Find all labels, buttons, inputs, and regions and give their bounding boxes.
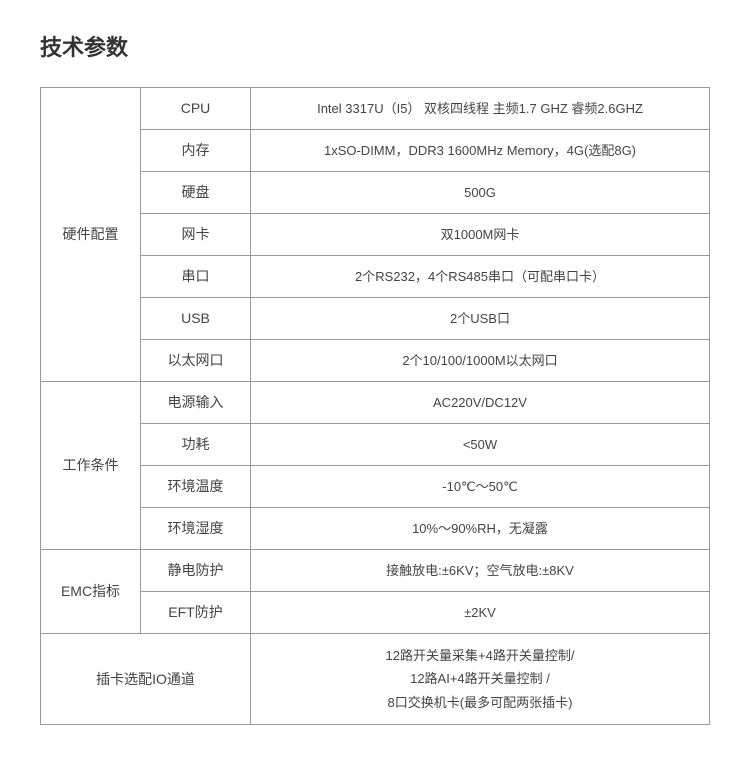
param-value: 2个10/100/1000M以太网口 bbox=[251, 340, 710, 382]
table-row: EFT防护 ±2KV bbox=[41, 592, 710, 634]
table-row: EMC指标 静电防护 接触放电:±6KV；空气放电:±8KV bbox=[41, 550, 710, 592]
io-line3: 8口交换机卡(最多可配两张插卡) bbox=[388, 695, 573, 710]
table-row: 网卡 双1000M网卡 bbox=[41, 214, 710, 256]
table-row: 硬件配置 CPU Intel 3317U（I5） 双核四线程 主频1.7 GHZ… bbox=[41, 88, 710, 130]
param-label: 环境温度 bbox=[141, 466, 251, 508]
param-label: 内存 bbox=[141, 130, 251, 172]
table-row: 功耗 <50W bbox=[41, 424, 710, 466]
group-io: 插卡选配IO通道 bbox=[41, 634, 251, 725]
param-value: -10℃～50℃ bbox=[251, 466, 710, 508]
table-row: 串口 2个RS232，4个RS485串口（可配串口卡） bbox=[41, 256, 710, 298]
param-label: 硬盘 bbox=[141, 172, 251, 214]
param-label: EFT防护 bbox=[141, 592, 251, 634]
param-label: 网卡 bbox=[141, 214, 251, 256]
param-value: 500G bbox=[251, 172, 710, 214]
param-value: 10%～90%RH，无凝露 bbox=[251, 508, 710, 550]
param-value: ±2KV bbox=[251, 592, 710, 634]
table-row: USB 2个USB口 bbox=[41, 298, 710, 340]
param-label: 静电防护 bbox=[141, 550, 251, 592]
io-line1: 12路开关量采集+4路开关量控制/ bbox=[386, 648, 575, 663]
param-value-io: 12路开关量采集+4路开关量控制/ 12路AI+4路开关量控制 / 8口交换机卡… bbox=[251, 634, 710, 725]
param-value: 1xSO-DIMM，DDR3 1600MHz Memory，4G(选配8G) bbox=[251, 130, 710, 172]
table-row: 环境湿度 10%～90%RH，无凝露 bbox=[41, 508, 710, 550]
param-label: 电源输入 bbox=[141, 382, 251, 424]
param-value: <50W bbox=[251, 424, 710, 466]
param-value: 2个RS232，4个RS485串口（可配串口卡） bbox=[251, 256, 710, 298]
param-label: USB bbox=[141, 298, 251, 340]
table-row: 以太网口 2个10/100/1000M以太网口 bbox=[41, 340, 710, 382]
param-value: 双1000M网卡 bbox=[251, 214, 710, 256]
param-label: 环境湿度 bbox=[141, 508, 251, 550]
page-title: 技术参数 bbox=[40, 30, 710, 62]
io-line2: 12路AI+4路开关量控制 / bbox=[410, 671, 550, 686]
group-working: 工作条件 bbox=[41, 382, 141, 550]
param-value: AC220V/DC12V bbox=[251, 382, 710, 424]
table-row: 内存 1xSO-DIMM，DDR3 1600MHz Memory，4G(选配8G… bbox=[41, 130, 710, 172]
param-value: Intel 3317U（I5） 双核四线程 主频1.7 GHZ 睿频2.6GHZ bbox=[251, 88, 710, 130]
table-row: 硬盘 500G bbox=[41, 172, 710, 214]
group-emc: EMC指标 bbox=[41, 550, 141, 634]
param-label: CPU bbox=[141, 88, 251, 130]
param-label: 以太网口 bbox=[141, 340, 251, 382]
param-label: 功耗 bbox=[141, 424, 251, 466]
table-row: 工作条件 电源输入 AC220V/DC12V bbox=[41, 382, 710, 424]
table-row: 环境温度 -10℃～50℃ bbox=[41, 466, 710, 508]
group-hardware: 硬件配置 bbox=[41, 88, 141, 382]
param-label: 串口 bbox=[141, 256, 251, 298]
param-value: 接触放电:±6KV；空气放电:±8KV bbox=[251, 550, 710, 592]
spec-table: 硬件配置 CPU Intel 3317U（I5） 双核四线程 主频1.7 GHZ… bbox=[40, 87, 710, 725]
param-value: 2个USB口 bbox=[251, 298, 710, 340]
table-row: 插卡选配IO通道 12路开关量采集+4路开关量控制/ 12路AI+4路开关量控制… bbox=[41, 634, 710, 725]
